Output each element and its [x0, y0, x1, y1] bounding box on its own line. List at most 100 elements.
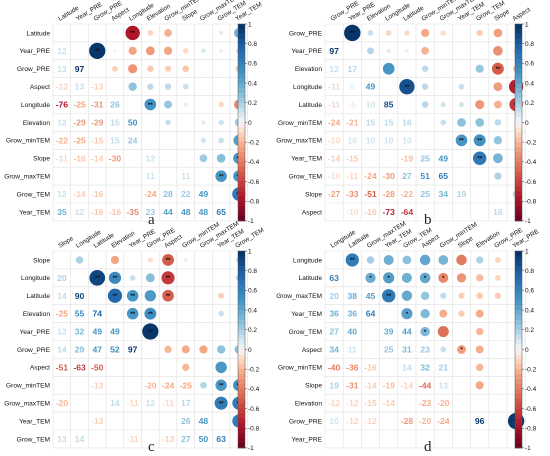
correlation-circle — [382, 62, 395, 75]
correlation-value: -14 — [91, 153, 104, 163]
colorbar-segment — [238, 48, 245, 54]
correlation-circle — [494, 119, 502, 126]
correlation-circle — [494, 172, 502, 180]
correlation-value: -16 — [73, 153, 86, 163]
colorbar-segment — [515, 166, 522, 173]
significance-stars: ** — [386, 294, 391, 300]
colorbar-tick-label: -0.8 — [248, 199, 260, 206]
correlation-value: 85 — [384, 100, 394, 110]
correlation-value: 12 — [57, 117, 67, 127]
colorbar-segment — [515, 433, 522, 439]
diagonal-cell — [343, 42, 361, 60]
correlation-value: 10 — [402, 135, 412, 145]
colorbar-segment — [238, 107, 245, 114]
correlation-circle — [215, 379, 227, 391]
colorbar-segment — [238, 413, 245, 419]
panel-label-b: b — [424, 212, 432, 228]
row-label: Year_TEM — [19, 209, 50, 216]
correlation-value: 49 — [92, 327, 102, 337]
correlation-circle — [145, 46, 155, 56]
correlation-value: 10 — [366, 100, 376, 110]
colorbar-segment — [238, 112, 245, 118]
colorbar-segment — [515, 191, 522, 197]
row-label: Grow_PRE — [17, 66, 51, 73]
significance-stars: ** — [95, 49, 100, 55]
significance-stars: ** — [219, 383, 224, 389]
colorbar-tick-label: 1 — [248, 248, 252, 255]
colorbar-segment — [515, 53, 522, 59]
colorbar-segment — [238, 102, 245, 109]
colorbar-segment — [238, 78, 245, 84]
correlation-circle — [475, 99, 485, 110]
correlation-circle — [385, 30, 392, 36]
correlation-value: 23 — [420, 344, 430, 354]
colorbar-segment — [515, 117, 522, 123]
colorbar-segment — [238, 305, 245, 311]
colorbar-segment — [238, 359, 245, 365]
correlation-value: 50 — [128, 117, 138, 127]
grid — [52, 250, 248, 449]
row-label: Slope — [305, 383, 322, 390]
correlation-circle — [472, 151, 487, 165]
correlation-circle — [419, 254, 431, 266]
correlation-circle — [161, 271, 175, 285]
correlation-value: 11 — [348, 344, 357, 354]
colorbar-segment — [515, 324, 522, 331]
correlation-circle — [164, 65, 172, 72]
colorbar-segment — [238, 251, 245, 257]
correlation-value: -12 — [346, 416, 359, 426]
diagonal-cell — [452, 149, 471, 167]
correlation-value: 13 — [57, 434, 67, 444]
correlation-circle — [145, 273, 155, 283]
correlation-value: 96 — [475, 416, 485, 426]
colorbar: 1 0.8 0.6 0.4 0.2 0 -0.2 -0.4 -0.6 -0.8 -1 — [237, 248, 260, 452]
panel-b: Grow_PRE Year_PRE Elevation Longitude Latitu… — [276, 0, 536, 225]
diagonal-cell — [325, 251, 343, 269]
significance-stars: * — [460, 348, 463, 354]
correlation-value: 48 — [199, 416, 209, 426]
colorbar-segment — [515, 305, 522, 311]
correlation-value: -30 — [382, 171, 395, 181]
diagonal-cell — [398, 96, 416, 113]
row-label: Grow_TEM — [17, 436, 50, 443]
colorbar-segment — [515, 156, 522, 163]
colorbar-segment — [238, 186, 245, 192]
correlation-circle — [401, 308, 413, 320]
colorbar-segment — [238, 319, 245, 326]
colorbar-tick-label: 0 — [525, 347, 529, 354]
correlation-value: -11 — [328, 100, 340, 110]
correlation-circle — [183, 48, 189, 54]
correlation-circle — [458, 292, 465, 299]
correlation-value: 65 — [216, 207, 226, 217]
correlation-circle — [493, 46, 503, 56]
colorbar-tick-label: 0.2 — [248, 100, 257, 107]
colorbar-segment — [238, 295, 245, 301]
correlation-value: 15 — [110, 117, 120, 127]
colorbar-segment — [238, 344, 245, 350]
diagonal-cell — [195, 394, 212, 412]
correlation-circle — [183, 102, 188, 107]
colorbar-segment — [238, 290, 245, 296]
correlation-value: -11 — [162, 398, 174, 408]
row-label: Elevation — [295, 400, 322, 407]
correlation-circle — [89, 270, 106, 286]
diagonal-cell — [71, 269, 88, 287]
correlation-circle — [456, 273, 467, 283]
colorbar-segment — [515, 265, 522, 272]
correlation-value: 15 — [110, 135, 120, 145]
colorbar-segment — [515, 107, 522, 114]
correlation-value: 27 — [181, 434, 191, 444]
colorbar-segment — [515, 176, 522, 182]
correlation-value: 14 — [110, 398, 120, 408]
correlation-circle — [147, 83, 154, 90]
correlation-value: 38 — [348, 291, 358, 301]
colorbar-segment — [238, 349, 245, 355]
diagonal-cell — [53, 24, 71, 42]
colorbar-segment — [515, 270, 522, 277]
correlation-value: 63 — [216, 434, 226, 444]
row-label: Latitude — [27, 30, 51, 37]
correlation-value: 17 — [181, 398, 191, 408]
panel-d: Longitude Latitude Grow_maxTEM Year_TEM Grow… — [276, 220, 540, 452]
colorbar-segment — [515, 87, 522, 94]
correlation-value: 10 — [384, 135, 394, 145]
